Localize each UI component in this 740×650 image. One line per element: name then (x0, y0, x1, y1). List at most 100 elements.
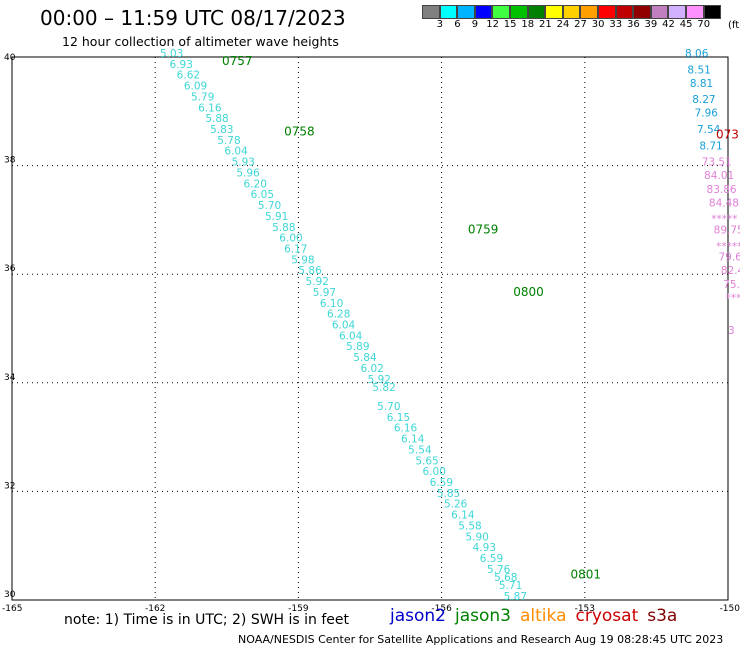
color-scale-label: 30 (591, 19, 605, 30)
data-point-label: 83.86 (707, 184, 737, 196)
color-swatch (580, 5, 598, 19)
data-point-label: 3 (728, 325, 735, 337)
y-tick-label: 34 (4, 373, 16, 383)
data-point-label: 5.65 (415, 455, 438, 467)
data-point-label: 84.01 (704, 170, 734, 182)
data-point-label: 5.79 (191, 91, 214, 103)
data-point-label: 75.30 (723, 279, 740, 291)
time-label: 0757 (222, 54, 253, 68)
data-point-label: 6.02 (360, 363, 383, 375)
color-swatch (685, 5, 704, 19)
data-point-label: ***** (726, 292, 740, 304)
color-scale-label: 42 (662, 19, 675, 30)
data-point-label: 5.78 (217, 135, 240, 147)
y-tick-label: 30 (4, 590, 16, 600)
time-label: 0801 (570, 567, 601, 581)
data-point-label: 6.59 (480, 553, 503, 565)
plot-frame (11, 56, 729, 601)
color-scale-label: 15 (503, 19, 517, 30)
data-point-label: 8.51 (687, 64, 710, 76)
color-swatch (509, 5, 528, 19)
data-point-label: 5.54 (408, 444, 432, 456)
data-point-label: 8.81 (690, 78, 713, 90)
color-scale-label: 12 (486, 19, 499, 30)
data-point-label: 5.92 (306, 276, 329, 288)
data-point-label: 5.68 (494, 572, 517, 584)
data-point-label: 5.87 (504, 591, 527, 603)
color-swatch (545, 5, 563, 19)
color-swatch (633, 5, 651, 19)
data-point-label: 84.48 (709, 197, 739, 209)
data-point-label: 5.76 (487, 564, 511, 576)
data-point-label: 6.04 (332, 320, 356, 332)
color-scale-label: 45 (679, 19, 693, 30)
data-point-label: 6.28 (327, 309, 350, 321)
data-point-label: 7.54 (697, 124, 721, 136)
color-scale-label: 27 (574, 19, 587, 30)
data-point-label: 5.89 (346, 341, 369, 353)
data-point-label: 6.00 (279, 233, 302, 245)
y-tick-label: 38 (4, 156, 16, 166)
satellite-legend-entry: cryosat (575, 606, 639, 626)
color-swatch (615, 5, 634, 19)
data-point-label: 5.58 (458, 520, 481, 532)
data-point-label: 6.09 (184, 81, 207, 93)
data-point-label: 6.04 (339, 330, 363, 342)
time-label: 0758 (284, 125, 315, 139)
data-point-label: 6.00 (423, 466, 446, 478)
x-tick-label: -150 (720, 604, 740, 614)
data-point-label: 6.14 (451, 510, 475, 522)
color-swatch (703, 5, 722, 19)
data-point-label: 5.88 (205, 113, 228, 125)
y-tick-label: 32 (4, 481, 15, 491)
color-swatch (422, 5, 440, 19)
color-swatch (668, 5, 686, 19)
data-point-label: 5.86 (298, 265, 322, 277)
data-point-label: 8.27 (692, 94, 715, 106)
color-scale-label: 18 (521, 19, 535, 30)
color-swatch (562, 5, 581, 19)
data-point-label: 5.93 (232, 157, 255, 169)
data-point-label: 5.70 (258, 200, 281, 212)
data-point-label: 5.96 (236, 167, 260, 179)
data-point-label: 5.97 (313, 287, 336, 299)
color-scale-label: 6 (454, 19, 461, 30)
data-point-label: 5.85 (437, 488, 460, 500)
data-point-label: 5.98 (291, 254, 314, 266)
color-swatch (650, 5, 669, 19)
data-point-label: 89.75 (714, 224, 740, 236)
data-point-label: 6.14 (401, 434, 425, 446)
data-point-label: 6.15 (387, 412, 410, 424)
time-label: 0759 (468, 222, 499, 236)
color-swatch (474, 5, 493, 19)
color-scale-swatches (422, 5, 722, 19)
satellite-legend-entry: altika (520, 606, 567, 626)
data-point-label: 6.05 (251, 189, 274, 201)
data-point-label: 6.16 (394, 423, 418, 435)
data-point-label: 82.48 (721, 265, 740, 277)
color-scale-labels: 3 6 9 12 15 18 21 24 27 30 33 36 39 42 45 70 (431, 19, 721, 30)
color-swatch (439, 5, 458, 19)
data-point-label: 79.65 (718, 252, 740, 264)
data-point-label: 8.71 (699, 140, 722, 152)
color-swatch (492, 5, 510, 19)
data-point-label: 5.91 (265, 211, 288, 223)
x-tick-label: -162 (145, 604, 165, 614)
data-point-label: 5.70 (377, 401, 400, 413)
color-swatch (457, 5, 475, 19)
time-label: 0800 (513, 285, 544, 299)
color-swatch (597, 5, 616, 19)
footnote: note: 1) Time is in UTC; 2) SWH is in fe… (64, 612, 350, 628)
credit-line: NOAA/NESDIS Center for Satellite Applica… (238, 633, 724, 646)
data-point-label: 5.71 (499, 580, 522, 592)
color-scale-label: 3 (436, 19, 443, 30)
data-point-label: 6.17 (284, 243, 307, 255)
data-point-label: 8.06 (685, 48, 709, 60)
color-scale-label: 9 (471, 19, 479, 30)
satellite-legend-entry: jason3 (455, 606, 511, 626)
data-point-label: 6.20 (244, 178, 267, 190)
color-swatch (527, 5, 546, 19)
satellite-legend-entry: s3a (647, 606, 678, 626)
